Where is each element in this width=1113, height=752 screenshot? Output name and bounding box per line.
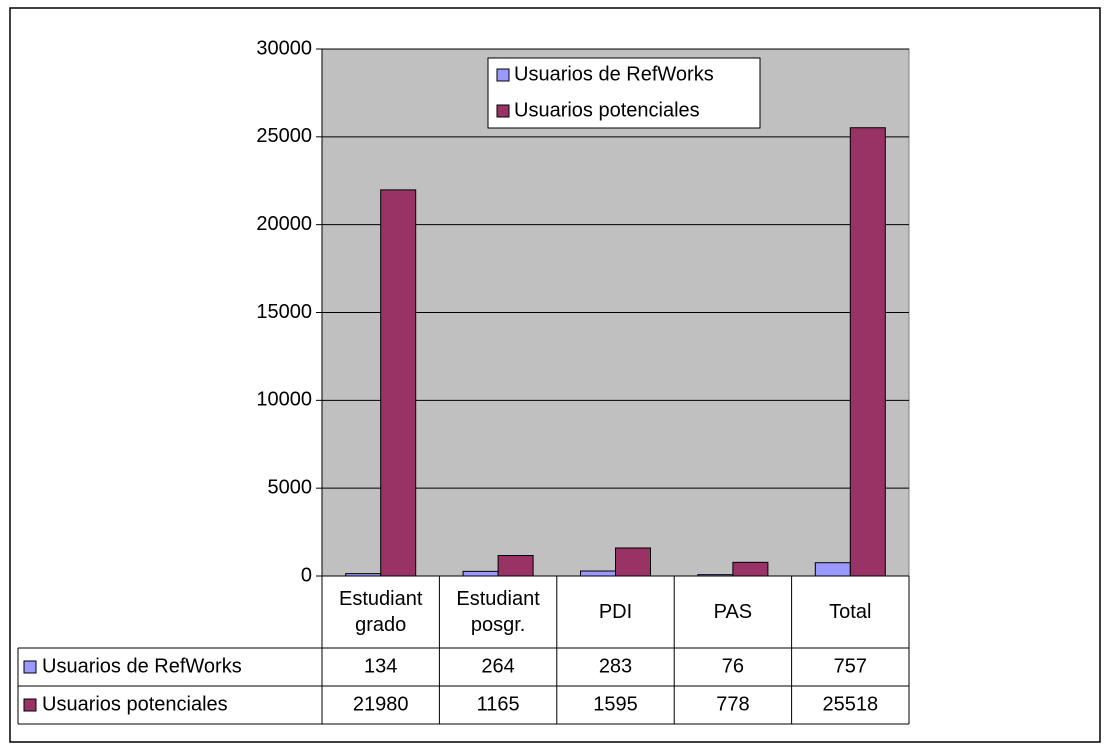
legend-swatch	[496, 104, 510, 118]
y-tick-label: 5000	[268, 476, 313, 498]
bar	[814, 562, 851, 577]
table-cell: 1165	[477, 693, 520, 715]
x-tick-label: Estudiant posgr.	[456, 588, 540, 636]
legend-label: Usuarios de RefWorks	[514, 63, 714, 85]
bar	[615, 547, 651, 577]
bar	[732, 561, 769, 577]
table-legend-swatch	[23, 698, 37, 712]
y-tick-label: 15000	[256, 301, 312, 323]
bar	[849, 127, 886, 577]
legend-swatch	[496, 68, 510, 82]
table-cell: 21980	[353, 693, 409, 715]
y-tick-label: 0	[301, 564, 312, 586]
y-tick-label: 25000	[256, 125, 312, 147]
table-cell: 134	[364, 655, 397, 677]
table-cell: 76	[722, 655, 744, 677]
table-cell: 264	[481, 655, 514, 677]
x-tick-label: PDI	[598, 601, 633, 623]
bar	[380, 189, 417, 577]
y-tick-label: 30000	[256, 37, 312, 59]
y-tick-label: 20000	[256, 213, 312, 235]
bar	[497, 555, 534, 577]
x-tick-label: Estudiant grado	[339, 588, 423, 636]
x-tick-label: Total	[829, 601, 872, 623]
legend-box	[487, 57, 761, 129]
table-cell: 757	[834, 655, 867, 677]
table-cell: 25518	[822, 693, 878, 715]
table-legend-swatch	[23, 660, 37, 674]
table-cell: 1595	[593, 693, 638, 715]
table-cell: 283	[599, 655, 632, 677]
table-row-label: Usuarios potenciales	[42, 693, 228, 715]
y-tick-label: 10000	[256, 389, 312, 411]
table-cell: 778	[716, 693, 749, 715]
legend-label: Usuarios potenciales	[514, 99, 700, 121]
table-row-label: Usuarios de RefWorks	[42, 655, 242, 677]
x-tick-label: PAS	[713, 601, 753, 623]
